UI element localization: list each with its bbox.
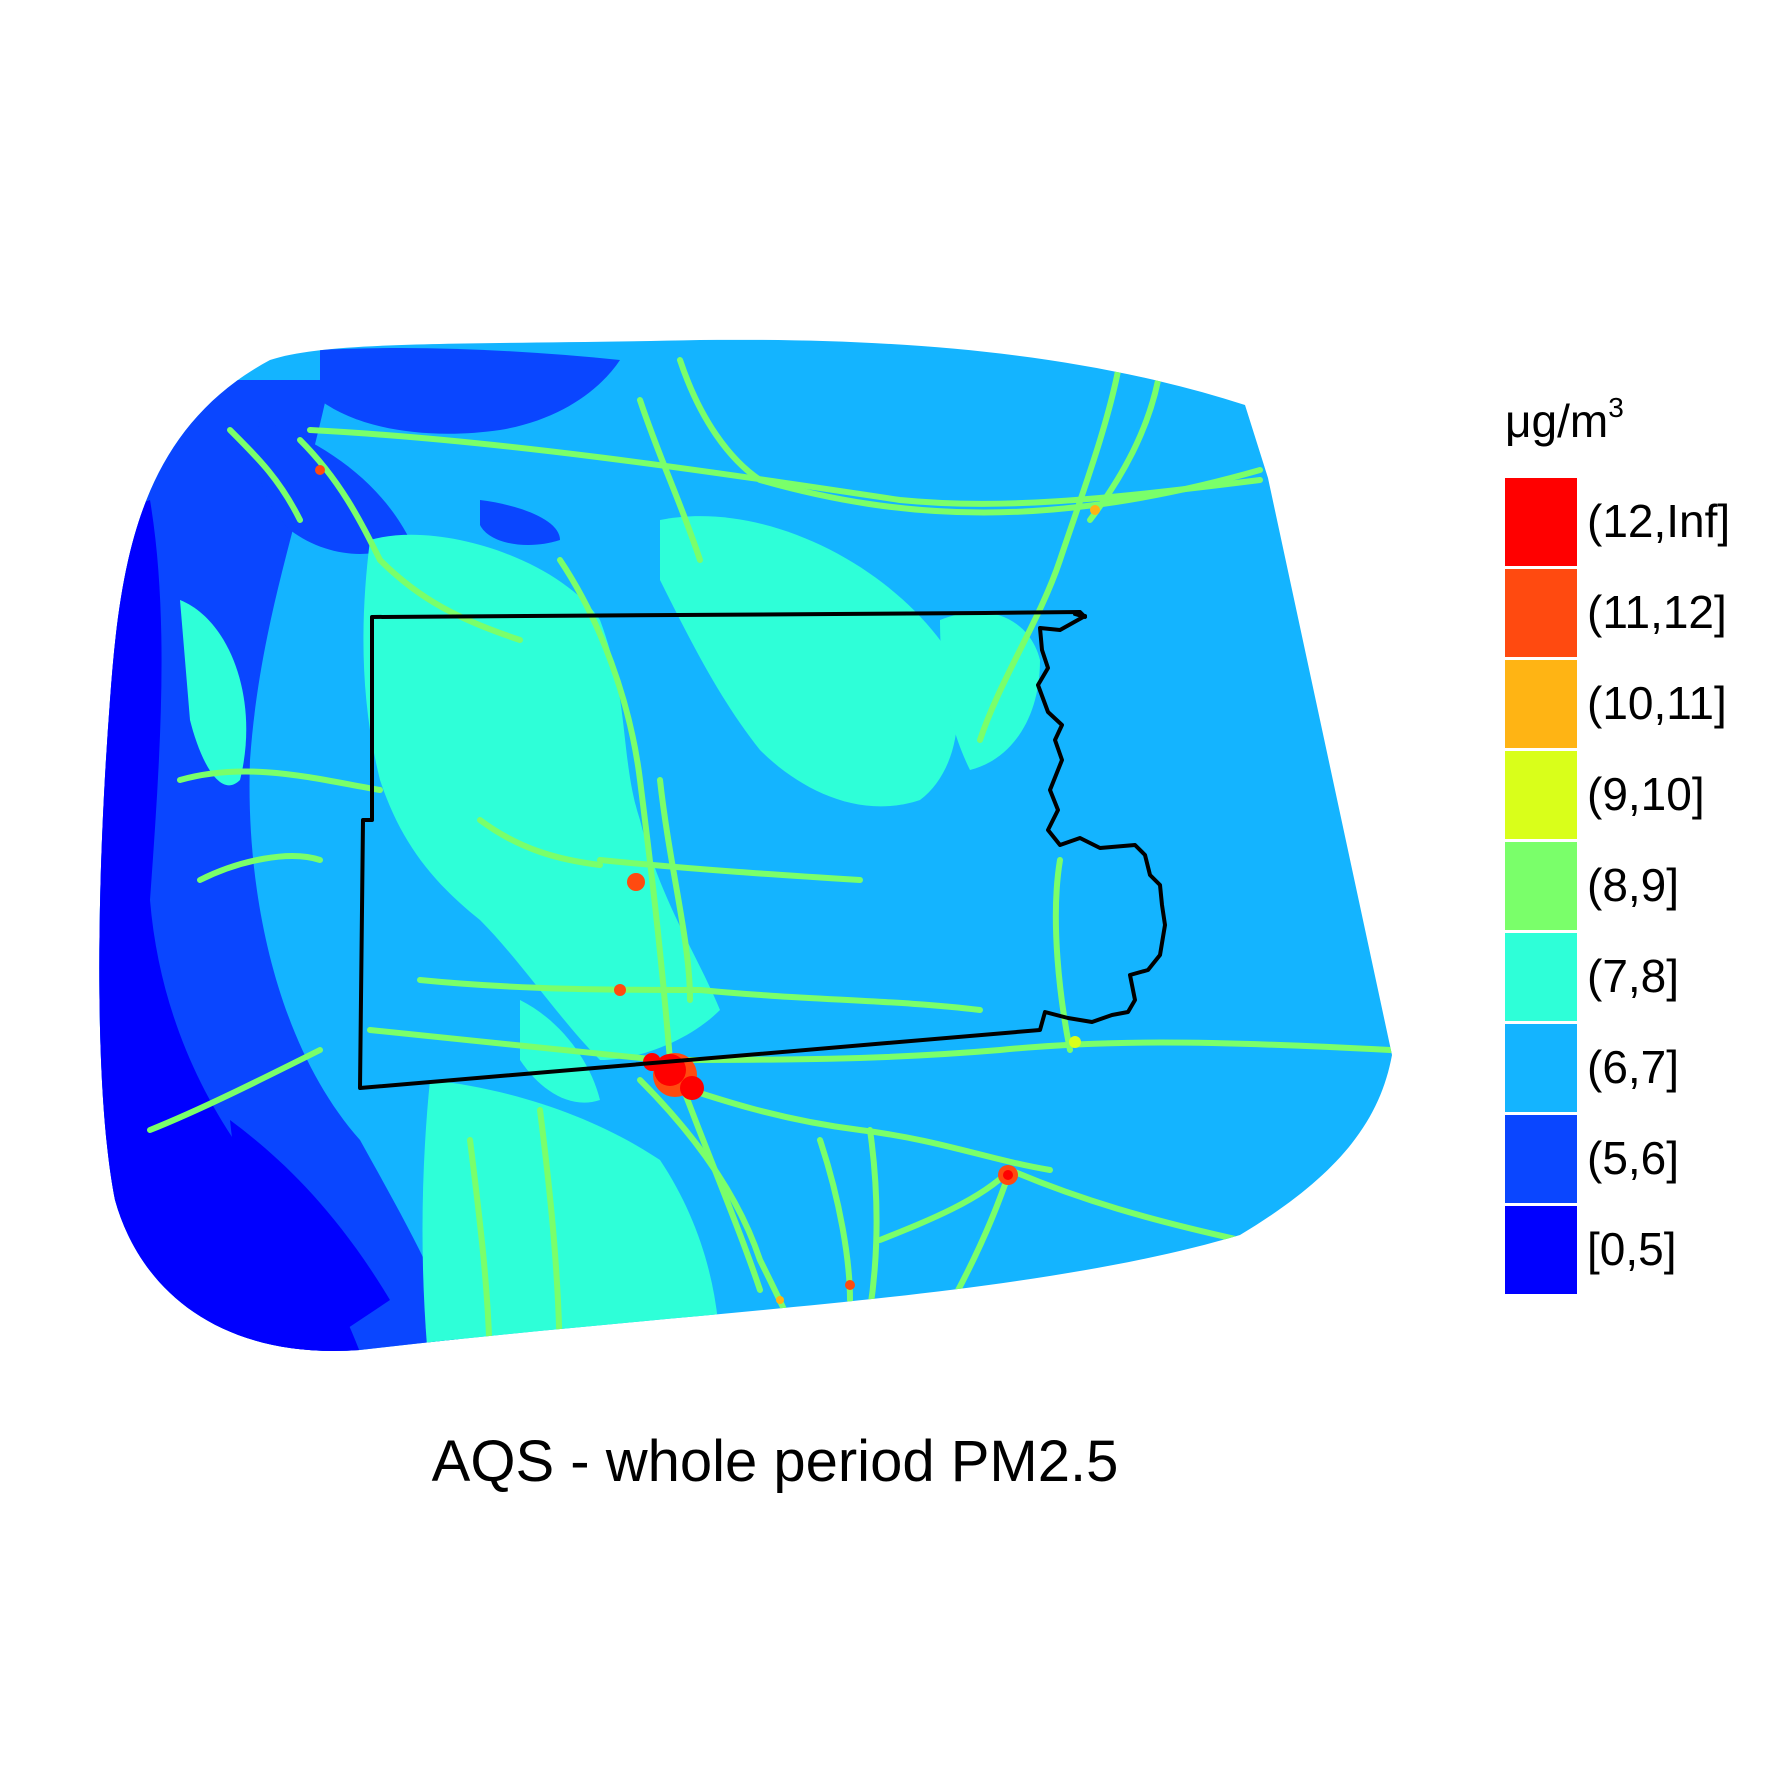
surface-west-cyan xyxy=(180,600,247,786)
legend-label: (8,9] xyxy=(1587,859,1680,911)
legend-label: (5,6] xyxy=(1587,1132,1680,1184)
legend-swatch xyxy=(1505,1024,1577,1112)
legend-item: (10,11] xyxy=(1505,660,1755,750)
legend-unit: μg/m3 xyxy=(1505,392,1624,447)
surface-west-dark-patch xyxy=(230,1120,390,1351)
surface-ne-cyan xyxy=(660,516,958,807)
legend-item: (8,9] xyxy=(1505,842,1755,932)
legend-swatch xyxy=(1505,660,1577,748)
surface-south-cyan xyxy=(422,1080,720,1351)
legend-swatch xyxy=(1505,569,1577,657)
surface-north-patch-2 xyxy=(256,420,410,554)
legend-label: (6,7] xyxy=(1587,1041,1680,1093)
legend-swatch xyxy=(1505,1115,1577,1203)
legend-swatch xyxy=(1505,751,1577,839)
surface-west-darkest xyxy=(99,500,370,1351)
legend-item: (7,8] xyxy=(1505,933,1755,1023)
surface-north-patch-3 xyxy=(480,500,560,545)
legend-item: (12,Inf] xyxy=(1505,478,1755,568)
surface-central-cyan xyxy=(363,534,720,1060)
legend-swatch xyxy=(1505,842,1577,930)
legend-label: (7,8] xyxy=(1587,950,1680,1002)
legend-item: (11,12] xyxy=(1505,569,1755,659)
legend-swatch xyxy=(1505,478,1577,566)
legend-item: (9,10] xyxy=(1505,751,1755,841)
legend-swatch xyxy=(1505,1206,1577,1294)
legend-label: [0,5] xyxy=(1587,1223,1677,1275)
legend-item: [0,5] xyxy=(1505,1206,1755,1296)
map-title: AQS - whole period PM2.5 xyxy=(431,1429,1119,1494)
concentration-surface xyxy=(99,339,1392,1351)
county-boundary xyxy=(358,610,1167,1090)
legend-item: (6,7] xyxy=(1505,1024,1755,1114)
legend-item: (5,6] xyxy=(1505,1115,1755,1205)
surface-east-cyan xyxy=(940,612,1040,770)
legend-label: (10,11] xyxy=(1587,677,1727,729)
road-network xyxy=(147,357,1392,1351)
legend-label: (9,10] xyxy=(1587,768,1705,820)
legend-swatch xyxy=(1505,933,1577,1021)
legend-label: (12,Inf] xyxy=(1587,495,1731,547)
surface-north-patch-1 xyxy=(320,348,620,434)
legend-label: (11,12] xyxy=(1587,586,1727,638)
